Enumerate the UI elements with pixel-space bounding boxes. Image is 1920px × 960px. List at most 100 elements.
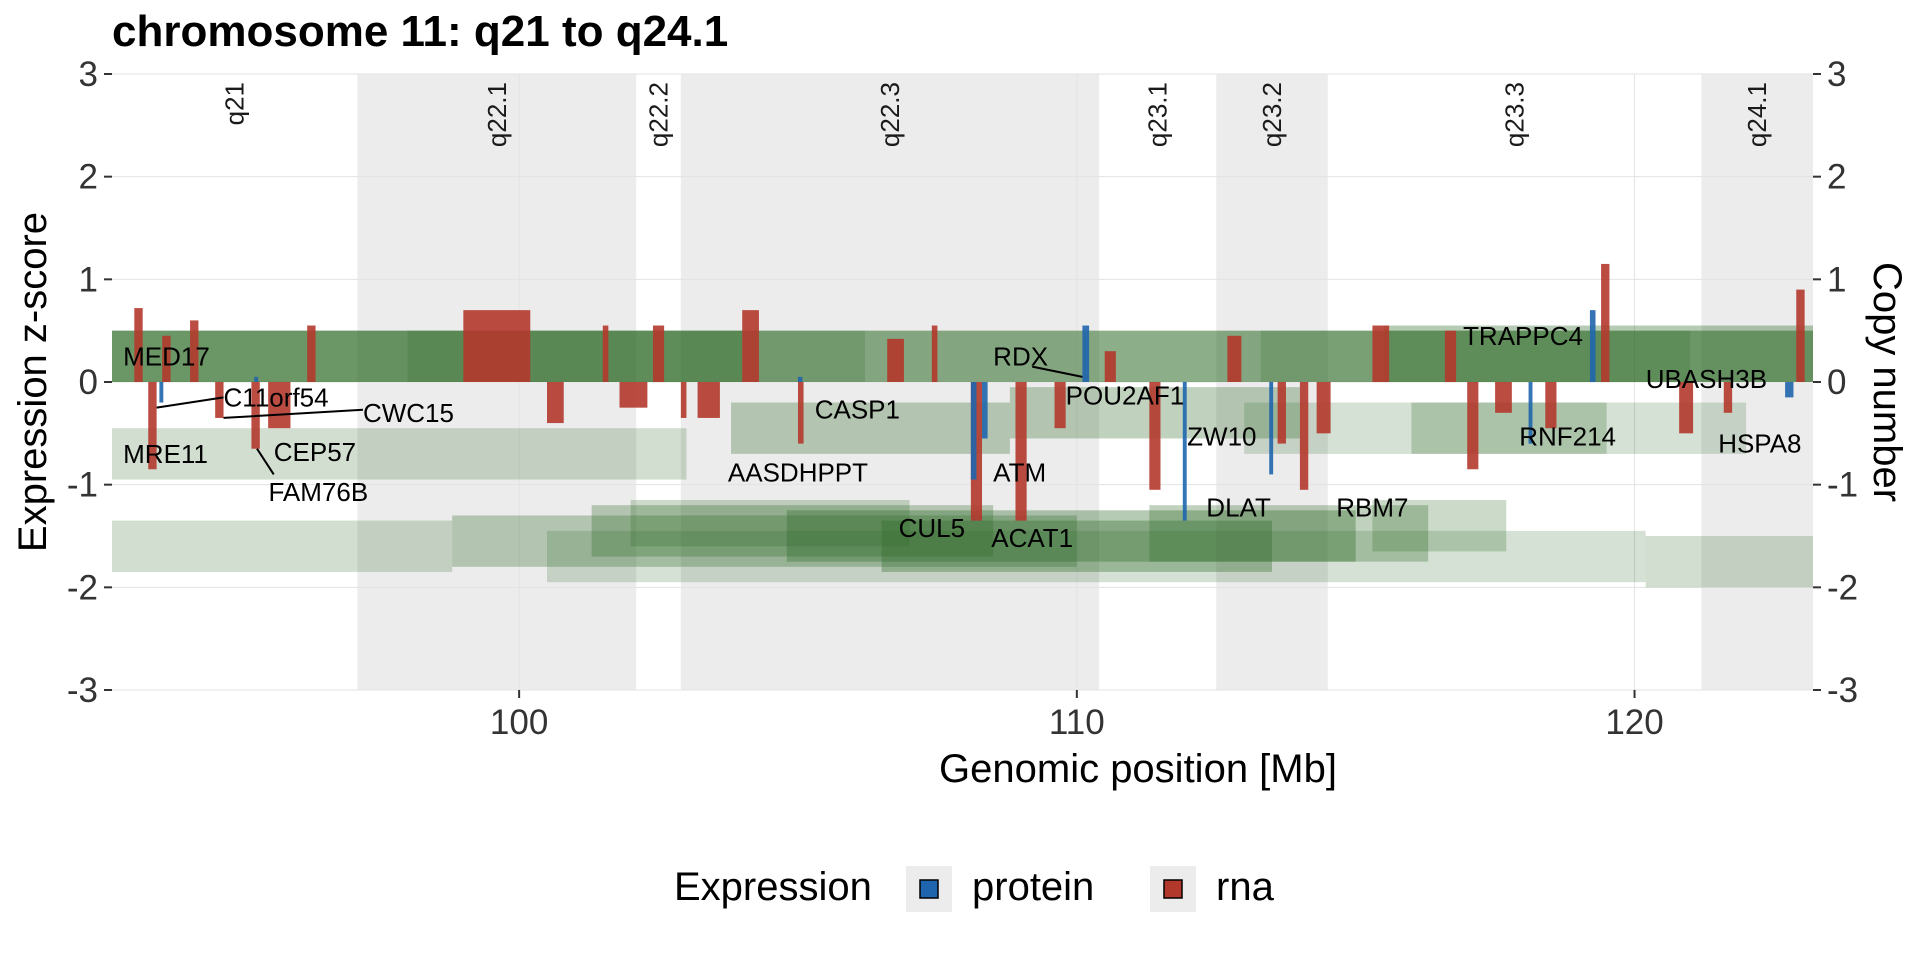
rna-bar — [1467, 382, 1479, 470]
label-leader-line — [1032, 365, 1083, 378]
gene-label-ubash3b: UBASH3B — [1646, 364, 1767, 394]
y-tick-label: -2 — [67, 568, 98, 607]
rna-bar — [307, 325, 316, 382]
protein-bar — [970, 382, 977, 480]
copy-number-segment — [731, 402, 1010, 454]
copy-number-segment — [112, 330, 743, 382]
label-leader-line — [223, 408, 364, 419]
copy-number-segment — [591, 505, 994, 557]
cytoband-label-q22.2: q22.2 — [644, 82, 674, 147]
copy-number-segment — [547, 530, 1646, 583]
gene-label-hspa8: HSPA8 — [1718, 429, 1801, 459]
gene-label-cep57: CEP57 — [274, 437, 356, 467]
cytoband-label-layer: q21 q22.1 q22.2 q22.3 q23.1 q23.2 q23.3 q24.1 — [220, 82, 1773, 147]
y-tick-label: 1 — [79, 260, 98, 299]
gene-label-trappc4: TRAPPC4 — [1463, 321, 1583, 351]
copy-number-segment — [112, 428, 687, 480]
copy-number-segment — [1260, 330, 1691, 382]
rna-bar — [1796, 289, 1805, 382]
copy-number-segment — [1149, 505, 1429, 562]
y-axis-left: -3 -2 -1 0 1 2 3 — [67, 55, 112, 710]
rna-bar — [215, 382, 224, 418]
gene-label-cwc15: CWC15 — [363, 398, 454, 428]
legend-key-protein — [919, 879, 939, 899]
x-tick-label: 100 — [490, 703, 548, 742]
label-leader-line — [156, 396, 224, 409]
y-tick-label: -3 — [67, 671, 98, 710]
gene-label-layer: MED17 C11orf54 CWC15 MRE11 CEP57 FAM76B CASP1 A… — [123, 321, 1801, 553]
rna-bar — [602, 325, 609, 382]
gene-label-fam76b: FAM76B — [268, 477, 368, 507]
y-axis-title: Expression z-score — [11, 212, 55, 552]
legend-title: Expression — [674, 865, 872, 909]
protein-bar — [982, 382, 988, 439]
x-tick-label: 110 — [1049, 703, 1105, 742]
protein-bar — [1182, 382, 1187, 521]
cytoband-label-q24.1: q24.1 — [1742, 82, 1772, 147]
cytoband-label-q23.2: q23.2 — [1257, 82, 1287, 147]
gene-label-c11orf54: C11orf54 — [224, 382, 329, 412]
rna-bar — [1227, 335, 1242, 382]
rna-bar — [1015, 382, 1027, 521]
copy-number-segment — [112, 520, 453, 572]
rna-bar — [680, 382, 687, 418]
rna-bar — [887, 338, 904, 382]
y-tick-label: 3 — [79, 55, 98, 94]
copy-number-segment — [1372, 500, 1507, 552]
rna-bar — [1545, 382, 1557, 429]
protein-bar — [1082, 325, 1090, 382]
legend-label-rna: rna — [1216, 865, 1275, 909]
copy-number-segment — [1645, 536, 1813, 588]
y-tick-label: -1 — [67, 466, 98, 505]
legend-label-protein: protein — [972, 865, 1094, 909]
rna-bar — [697, 382, 720, 418]
copy-number-segment — [881, 520, 1273, 572]
rna-bar — [547, 382, 564, 424]
copy-number-segment — [112, 330, 1813, 382]
rna-bar — [619, 382, 648, 408]
legend-items: protein rna — [906, 865, 1275, 912]
rna-bar — [1316, 382, 1331, 434]
rna-bar — [1277, 382, 1286, 444]
label-leader-layer — [156, 365, 1083, 475]
plot-panel: MED17 C11orf54 CWC15 MRE11 CEP57 FAM76B CASP1 A… — [112, 73, 1813, 691]
gene-label-rdx: RDX — [993, 341, 1048, 371]
y-tick-label: 2 — [79, 158, 98, 197]
legend-key-rna — [1163, 879, 1183, 899]
protein-bar — [1785, 382, 1794, 398]
gene-label-atm: ATM — [993, 457, 1046, 487]
protein-bar — [1528, 382, 1533, 444]
protein-bar — [159, 382, 164, 403]
rna-bar — [463, 310, 531, 382]
gene-label-mre11: MRE11 — [123, 439, 208, 469]
cytoband-label-q22.1: q22.1 — [482, 82, 512, 147]
cytoband-label-q23.3: q23.3 — [1500, 82, 1530, 147]
protein-bar — [1589, 310, 1596, 382]
cytoband-label-q22.3: q22.3 — [875, 82, 905, 147]
protein-bar — [254, 376, 259, 382]
rna-bar — [1149, 382, 1161, 490]
x-tick-label: 120 — [1605, 703, 1663, 742]
rna-bar — [1372, 325, 1390, 382]
rna-bar — [797, 382, 804, 444]
gene-label-dlat: DLAT — [1206, 492, 1271, 522]
rna-bar — [742, 310, 759, 382]
y2-tick-label: -1 — [1827, 466, 1858, 505]
rna-bar — [148, 382, 157, 470]
y2-tick-label: 1 — [1827, 260, 1846, 299]
rna-bar — [652, 325, 665, 382]
rna-bar — [1679, 382, 1694, 434]
rna-bar — [1495, 382, 1512, 413]
y2-tick-label: -3 — [1827, 671, 1858, 710]
y2-tick-label: 2 — [1827, 158, 1846, 197]
copy-number-segment — [786, 510, 1356, 562]
rna-bar — [134, 308, 143, 382]
gene-label-med17: MED17 — [123, 341, 210, 371]
gene-label-pou2af1: POU2AF1 — [1066, 380, 1185, 410]
rna-bar — [268, 382, 291, 429]
y2-tick-label: 0 — [1827, 363, 1846, 402]
copy-number-segment — [452, 515, 1077, 567]
gene-label-aasdhppt: AASDHPPT — [728, 457, 868, 487]
y2-tick-label: 3 — [1827, 55, 1846, 94]
grid-lines — [112, 73, 1813, 691]
